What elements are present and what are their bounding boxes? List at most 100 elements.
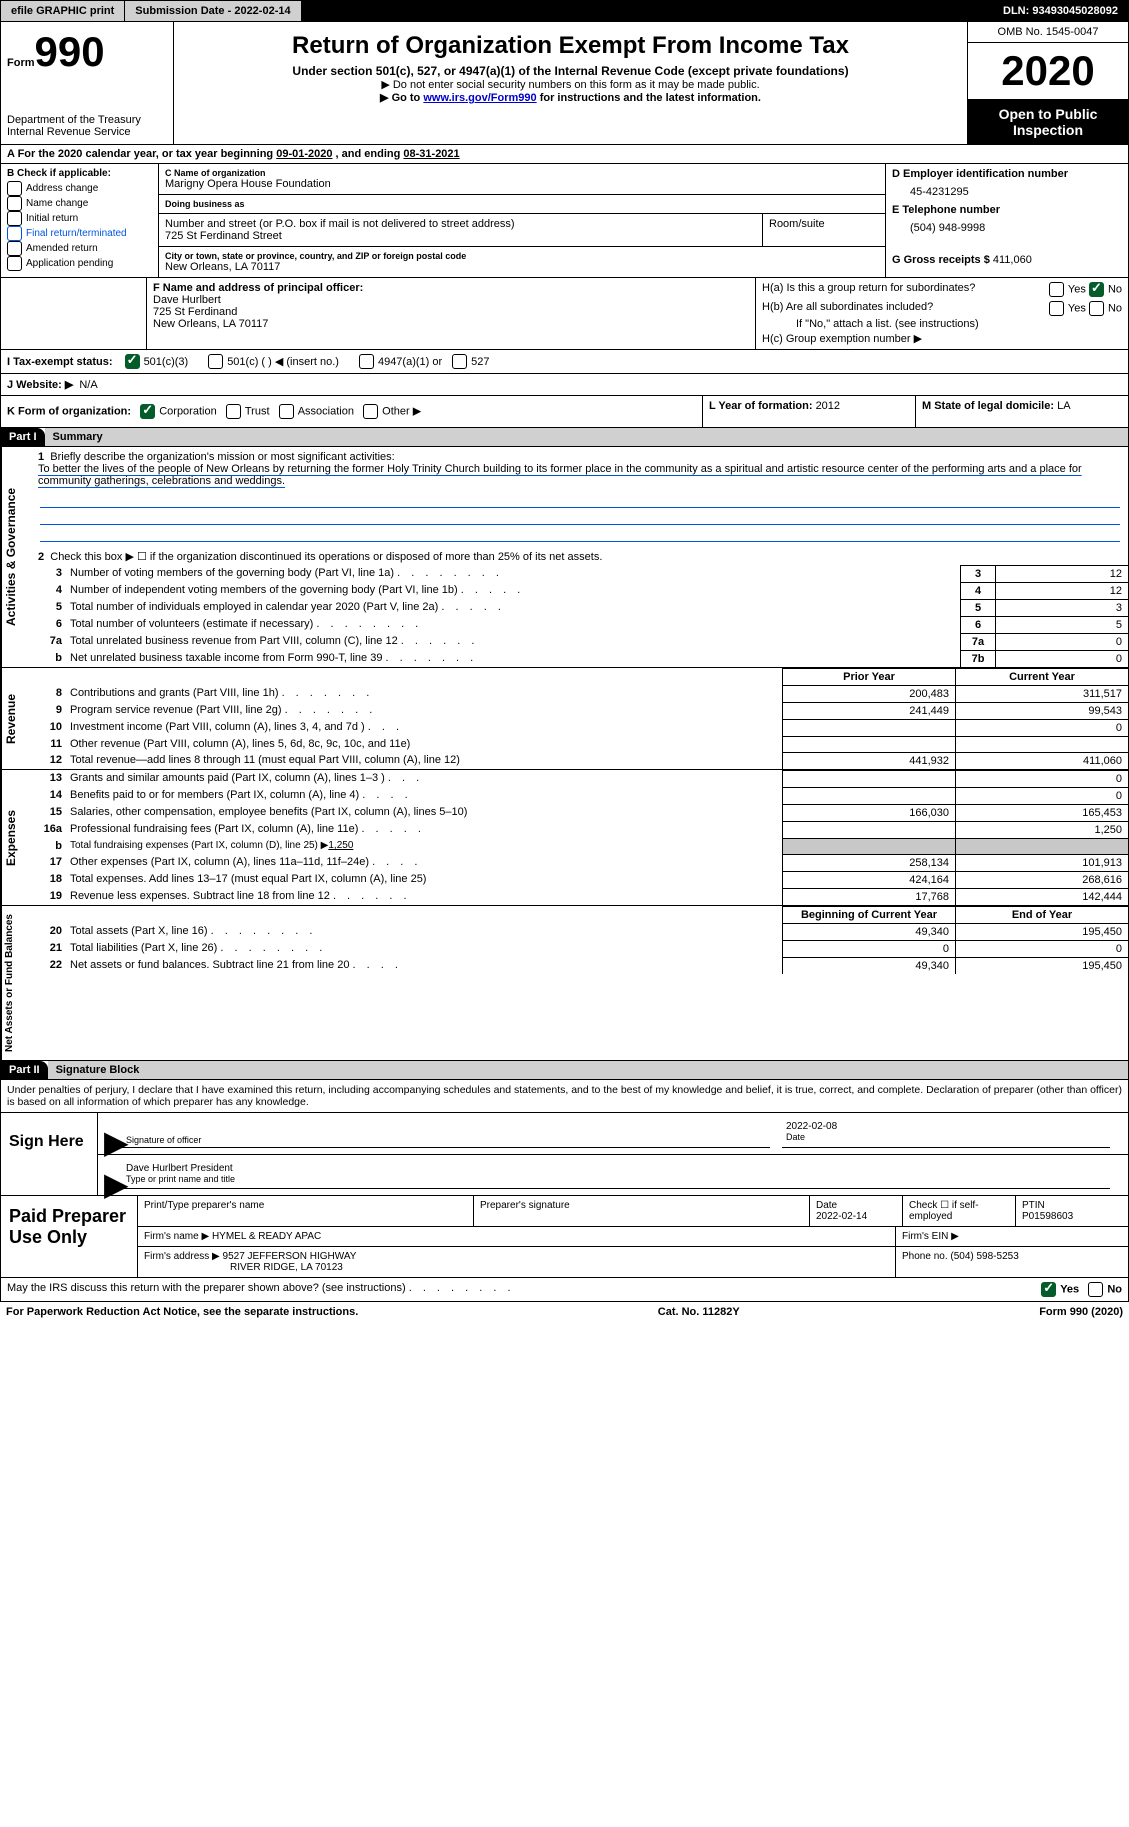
discuss-yes: Yes [1060,1283,1079,1295]
prior-header: Prior Year [782,668,955,685]
cb-501c3[interactable] [125,354,140,369]
officer-row: F Name and address of principal officer:… [0,278,1129,350]
vlabel-gov: Activities & Governance [1,447,32,667]
hb-yes-cb[interactable] [1049,301,1064,316]
cb-assoc[interactable] [279,404,294,419]
p15: 166,030 [782,804,955,821]
footer-pra: For Paperwork Reduction Act Notice, see … [6,1306,358,1318]
p18: 424,164 [782,871,955,888]
l16a: Professional fundraising fees (Part IX, … [70,823,358,835]
end-header: End of Year [955,906,1128,923]
prep-name[interactable]: Print/Type preparer's name [138,1196,474,1226]
ha-no-cb[interactable] [1089,282,1104,297]
dln-value: 93493045028092 [1032,5,1118,17]
line-4: 4Number of independent voting members of… [32,582,1128,599]
sec-revenue: Revenue Prior Year Current Year 8Contrib… [0,668,1129,770]
cb-corp[interactable] [140,404,155,419]
discuss-answers: Yes No [1041,1282,1122,1297]
dots5: . . . . . . . . [409,1282,515,1294]
line-5: 5Total number of individuals employed in… [32,599,1128,616]
firm-phone: Phone no. (504) 598-5253 [896,1247,1128,1277]
dept: Department of the Treasury [7,114,167,126]
line-3: 3Number of voting members of the governi… [32,565,1128,582]
dots4: . . . . . . . . [220,942,326,954]
prep-check[interactable]: Check ☐ if self-employed [903,1196,1016,1226]
c14: 0 [955,787,1128,804]
firm-addr-label: Firm's address ▶ [144,1251,223,1262]
period-label: A For the 2020 calendar year, or tax yea… [7,148,276,160]
cb-app[interactable]: Application pending [7,256,152,271]
cb-trust[interactable] [226,404,241,419]
p22: 49,340 [782,957,955,974]
preparer-section: Paid Preparer Use Only Print/Type prepar… [0,1196,1129,1278]
line-20: 20Total assets (Part X, line 16) . . . .… [32,923,1128,940]
sig-date: 2022-02-08 Date [782,1119,1110,1148]
prep-date-label: Date [816,1200,896,1211]
l7b-text: Net unrelated business taxable income fr… [70,652,382,664]
dept-text: Department of the Treasury Internal Reve… [7,114,167,138]
v3: 12 [995,565,1128,582]
discuss-yes-cb[interactable] [1041,1282,1056,1297]
inst1-prefix: ▶ [381,79,393,91]
cb-initial[interactable]: Initial return [7,211,152,226]
c20: 195,450 [955,923,1128,940]
efile-tab[interactable]: efile GRAPHIC print [1,1,125,21]
gross-label: G Gross receipts $ [892,254,993,266]
firm-value: HYMEL & READY APAC [212,1231,321,1242]
form-990: 990 [35,28,105,75]
hb-no-cb[interactable] [1089,301,1104,316]
current-header: Current Year [955,668,1128,685]
l19: Revenue less expenses. Subtract line 18 … [70,890,330,902]
form-number: Form990 [7,28,167,76]
cb-501c[interactable] [208,354,223,369]
discuss-no-cb[interactable] [1088,1282,1103,1297]
sig-name-value: Dave Hurlbert President [126,1163,1106,1174]
discuss-text: May the IRS discuss this return with the… [7,1282,515,1297]
cb-final[interactable]: Final return/terminated [7,226,152,241]
period-begin: 09-01-2020 [276,148,332,160]
box-c: C Name of organization Marigny Opera Hou… [159,164,886,277]
hb-label: H(b) Are all subordinates included? [762,301,933,316]
line-16b: bTotal fundraising expenses (Part IX, co… [32,838,1128,854]
sig-name: Dave Hurlbert President Type or print na… [122,1161,1110,1189]
officer-addr1: 725 St Ferdinand [153,306,749,318]
line-2: 2 Check this box ▶ ☐ if the organization… [32,542,1128,565]
sign-section: Sign Here ▶ Signature of officer 2022-02… [0,1113,1129,1196]
l8: Contributions and grants (Part VIII, lin… [70,687,279,699]
l13: Grants and similar amounts paid (Part IX… [70,772,385,784]
inst1: Do not enter social security numbers on … [393,79,760,91]
c11 [955,736,1128,752]
line-6: 6Total number of volunteers (estimate if… [32,616,1128,633]
ha-yes-cb[interactable] [1049,282,1064,297]
part-1-header: Part I Summary [0,428,1129,447]
gross-value: 411,060 [993,254,1032,266]
cb-amended-label: Amended return [26,243,98,254]
orgtype-label: K Form of organization: [7,405,131,417]
l9: Program service revenue (Part VIII, line… [70,704,282,716]
irs: Internal Revenue Service [7,126,167,138]
l3-text: Number of voting members of the governin… [70,567,394,579]
form990-link[interactable]: www.irs.gov/Form990 [423,92,536,104]
cb-amended[interactable]: Amended return [7,241,152,256]
sig-officer[interactable]: Signature of officer [122,1119,770,1148]
p13 [782,770,955,787]
lbl-501c: 501(c) ( ) ◀ (insert no.) [227,355,339,368]
box-h: H(a) Is this a group return for subordin… [756,278,1128,349]
hb-note: If "No," attach a list. (see instruction… [762,318,1122,330]
sig-officer-label: Signature of officer [126,1135,766,1145]
cb-address[interactable]: Address change [7,181,152,196]
cb-527[interactable] [452,354,467,369]
cb-4947[interactable] [359,354,374,369]
prep-row-1: Print/Type preparer's name Preparer's si… [138,1196,1128,1227]
l22: Net assets or fund balances. Subtract li… [70,959,349,971]
p14 [782,787,955,804]
cb-other[interactable] [363,404,378,419]
officer-label: F Name and address of principal officer: [153,282,363,294]
cb-name[interactable]: Name change [7,196,152,211]
prep-sig[interactable]: Preparer's signature [474,1196,810,1226]
l16b-val: 1,250 [328,840,353,851]
cb-address-label: Address change [26,183,98,194]
vlabel-rev: Revenue [1,668,32,769]
p12: 441,932 [782,752,955,769]
org-name-label: C Name of organization [165,168,879,178]
